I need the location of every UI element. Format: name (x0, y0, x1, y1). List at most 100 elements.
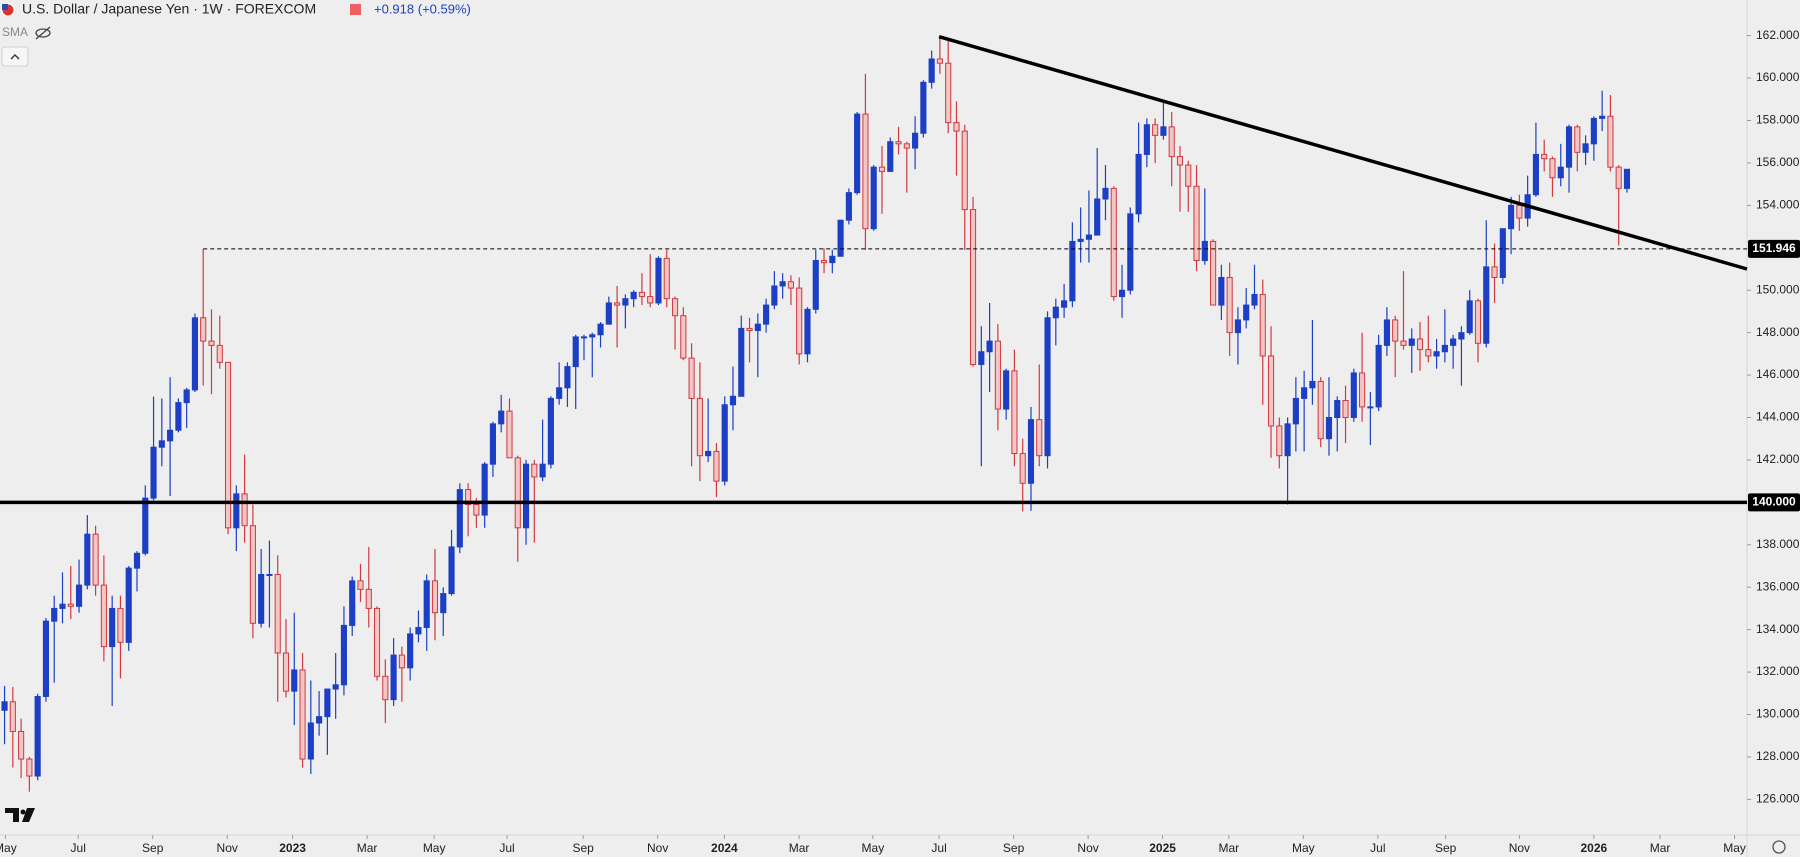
x-tick-label: May (862, 841, 885, 855)
candle-body (1301, 387, 1308, 399)
candle-body (870, 166, 877, 230)
x-tick-label: Nov (647, 841, 668, 855)
candle-body (969, 209, 977, 365)
candle-body (1052, 306, 1059, 319)
visibility-icon[interactable] (35, 28, 51, 38)
candle-body (506, 410, 513, 459)
candle-body (895, 141, 902, 145)
candle-body (1234, 319, 1241, 334)
candle-body (365, 588, 372, 609)
candle-body (1441, 344, 1448, 353)
candle-body (1491, 266, 1498, 278)
candle-body (299, 669, 306, 760)
candle-body (1061, 300, 1068, 308)
candle-body (142, 497, 149, 554)
candle-body (1102, 187, 1109, 200)
candle-body (771, 285, 778, 306)
indicator-name: SMA (2, 25, 28, 39)
collapse-button[interactable] (1, 46, 29, 67)
candle-body (175, 402, 182, 431)
candle-body (1259, 293, 1266, 357)
candle-body (1375, 344, 1382, 408)
x-tick-label: Nov (1077, 841, 1098, 855)
settings-icon[interactable] (1772, 840, 1786, 854)
candle-body (1019, 453, 1026, 484)
candle-body (928, 58, 935, 83)
plot-area (0, 35, 1748, 792)
candle-body (84, 533, 91, 586)
level-label: 140.000 (1752, 495, 1796, 509)
candle-body (316, 716, 323, 724)
candle-body (589, 334, 596, 338)
candle-body (1267, 355, 1275, 427)
y-tick-label: 130.000 (1756, 707, 1800, 721)
logo-t (5, 808, 19, 822)
candle-body (1226, 276, 1233, 334)
candle-body (465, 489, 472, 505)
x-tick-label: Mar (357, 841, 378, 855)
candle-body (522, 463, 530, 529)
candle-body (18, 730, 25, 760)
x-tick-label: Sep (1435, 841, 1457, 855)
candle-body (779, 281, 786, 287)
candle-body (671, 298, 679, 317)
candle-body (390, 654, 397, 701)
candle-body (1168, 126, 1175, 158)
candle-body (1243, 304, 1250, 321)
candle-body (266, 573, 273, 576)
candle-body (978, 351, 985, 365)
candle-body (1193, 185, 1200, 262)
candle-body (150, 446, 157, 499)
x-tick-label: 2026 (1581, 841, 1608, 855)
candle-body (655, 257, 662, 304)
candle-body (854, 113, 861, 194)
candle-body (1027, 419, 1035, 484)
y-tick-label: 156.000 (1756, 155, 1800, 169)
candle-body (713, 450, 720, 482)
candle-body (614, 302, 621, 306)
candle-body (738, 327, 745, 397)
candle-body (1160, 126, 1167, 136)
candle-body (489, 423, 497, 465)
candle-body (1044, 317, 1051, 457)
y-tick-label: 142.000 (1756, 452, 1800, 466)
candle-body (274, 573, 281, 654)
candle-body (878, 166, 886, 172)
candle-body (1499, 228, 1506, 278)
candle-body (59, 603, 66, 609)
candle-body (1615, 166, 1622, 189)
candle-body (1574, 126, 1581, 153)
candle-body (1342, 400, 1349, 418)
y-tick-label: 144.000 (1756, 410, 1800, 424)
candle-body (1508, 204, 1515, 230)
flag-icon[interactable] (350, 4, 361, 15)
candle-body (746, 327, 753, 332)
candle-body (1557, 166, 1564, 179)
candle-body (423, 580, 430, 629)
candle-body (1110, 187, 1117, 298)
y-tick-label: 128.000 (1756, 749, 1800, 763)
candle-body (572, 336, 579, 368)
candle-body (440, 593, 447, 614)
candle-body (721, 404, 728, 482)
candle-body (291, 669, 298, 692)
y-tick-label: 154.000 (1756, 198, 1800, 212)
candle-body (837, 219, 844, 257)
candle-body (332, 684, 339, 690)
candle-body (556, 387, 563, 399)
symbol-title: U.S. Dollar / Japanese Yen · 1W · FOREXC… (22, 1, 316, 17)
candle-body (597, 323, 604, 336)
candle-body (1011, 370, 1018, 455)
x-tick-label: Mar (789, 841, 810, 855)
candle-body (357, 580, 364, 590)
candle-body (1085, 234, 1092, 240)
candle-body (407, 633, 414, 669)
candle-body (1383, 319, 1390, 346)
candle-body (531, 463, 538, 478)
candle-body (133, 552, 141, 569)
x-tick-label: Jul (71, 841, 86, 855)
candle-body (1565, 126, 1573, 168)
y-tick-label: 132.000 (1756, 664, 1800, 678)
